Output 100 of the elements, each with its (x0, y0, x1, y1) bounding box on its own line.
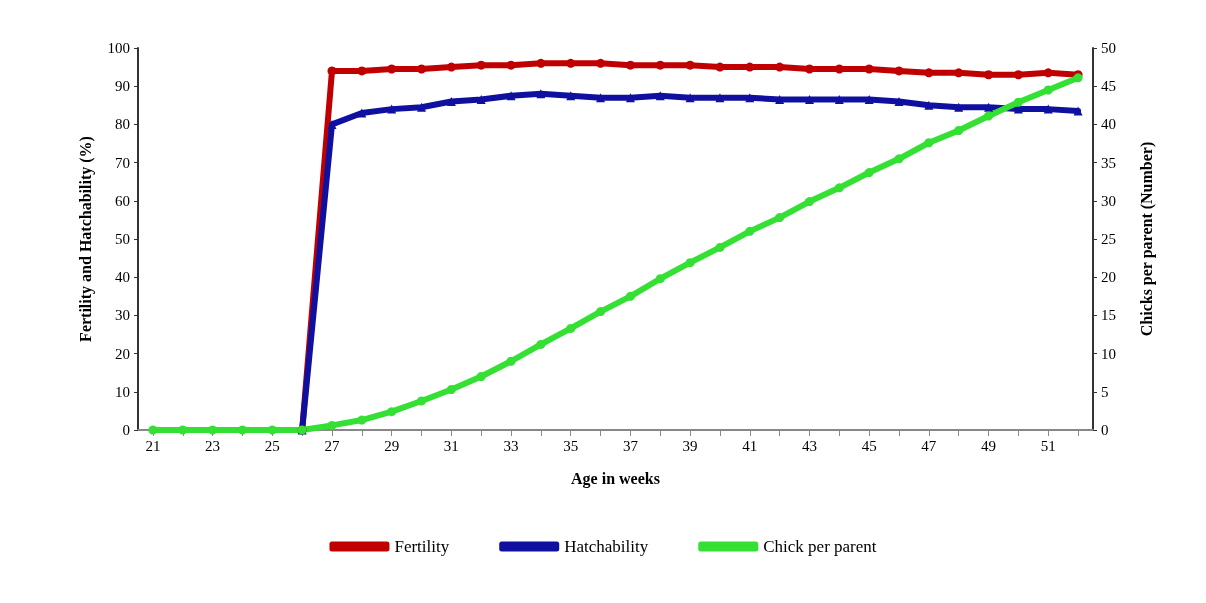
point (1043, 85, 1053, 95)
point (715, 93, 725, 103)
y2-tick-label: 25 (1101, 231, 1116, 247)
x-tick-label: 29 (384, 437, 400, 454)
y2-tick-label: 5 (1101, 383, 1109, 400)
point (596, 93, 606, 103)
point (775, 213, 785, 223)
y-tick-label: 90 (115, 78, 130, 95)
x-tick-label: 37 (622, 437, 639, 454)
point (685, 258, 695, 268)
point (417, 102, 427, 112)
point (446, 62, 456, 72)
point (745, 226, 755, 236)
point (596, 307, 606, 317)
x-tick-label: 21 (145, 437, 161, 454)
point (476, 372, 486, 382)
point (566, 58, 576, 68)
point (775, 62, 785, 72)
point (357, 415, 367, 425)
point (327, 66, 337, 76)
point (775, 95, 785, 105)
point (804, 64, 814, 74)
point (327, 119, 337, 129)
x-tick-label: 25 (264, 437, 280, 454)
x-tick-label: 27 (324, 437, 340, 454)
x-axis-title: Age in weeks (571, 469, 660, 488)
y2-tick-label: 45 (1101, 78, 1116, 95)
point (596, 58, 606, 68)
y2-tick-label: 20 (1101, 269, 1116, 286)
point (954, 102, 964, 112)
point (834, 95, 844, 105)
point (566, 323, 576, 333)
point (715, 242, 725, 252)
x-tick-label: 33 (503, 437, 519, 454)
y-tick-label: 70 (115, 154, 130, 171)
point (864, 168, 874, 178)
point (446, 96, 456, 106)
y2-tick-label: 50 (1101, 40, 1116, 56)
y2-tick-label: 30 (1101, 192, 1116, 209)
point (357, 66, 367, 76)
point (506, 60, 516, 70)
point (984, 102, 994, 112)
point (476, 60, 486, 70)
point (894, 66, 904, 76)
point (506, 356, 516, 366)
legend-label: Hatchability (564, 537, 649, 556)
point (536, 339, 546, 349)
point (984, 111, 994, 121)
point (387, 104, 397, 114)
point (417, 396, 427, 406)
y2-axis-title: Chicks per parent (Number) (1137, 141, 1156, 337)
x-tick-label: 41 (742, 437, 758, 454)
point (387, 407, 397, 417)
point (506, 91, 516, 101)
point (804, 95, 814, 105)
y-tick-label: 0 (122, 422, 130, 438)
y-tick-label: 60 (115, 192, 130, 209)
point (476, 95, 486, 105)
point (834, 183, 844, 193)
point (148, 425, 158, 435)
point (924, 68, 934, 78)
point (894, 154, 904, 164)
point (804, 197, 814, 207)
point (984, 70, 994, 80)
y2-tick-label: 0 (1101, 422, 1109, 438)
y-tick-label: 100 (107, 40, 130, 56)
x-tick-label: 45 (861, 437, 877, 454)
point (924, 100, 934, 110)
point (954, 126, 964, 136)
x-tick-label: 43 (801, 437, 817, 454)
point (894, 96, 904, 106)
point (417, 64, 427, 74)
point (655, 274, 665, 284)
y2-tick-label: 40 (1101, 116, 1116, 133)
x-tick-label: 47 (921, 437, 937, 454)
y-tick-label: 40 (115, 269, 130, 286)
point (715, 62, 725, 72)
point (685, 60, 695, 70)
point (864, 64, 874, 74)
point (864, 95, 874, 105)
x-tick-label: 39 (682, 437, 698, 454)
y2-tick-label: 35 (1101, 154, 1116, 171)
y-tick-label: 80 (115, 116, 130, 133)
point (685, 93, 695, 103)
x-tick-label: 23 (205, 437, 221, 454)
point (1073, 106, 1083, 116)
point (1043, 104, 1053, 114)
legend-label: Chick per parent (763, 537, 877, 556)
y-tick-label: 10 (115, 383, 130, 400)
y-tick-label: 20 (115, 345, 130, 362)
x-tick-label: 35 (563, 437, 579, 454)
y-tick-label: 50 (115, 231, 130, 247)
point (625, 291, 635, 301)
y2-tick-label: 15 (1101, 307, 1116, 324)
point (655, 60, 665, 70)
point (1013, 70, 1023, 80)
point (924, 138, 934, 148)
x-tick-label: 49 (981, 437, 997, 454)
x-tick-label: 31 (443, 437, 459, 454)
point (327, 420, 337, 430)
